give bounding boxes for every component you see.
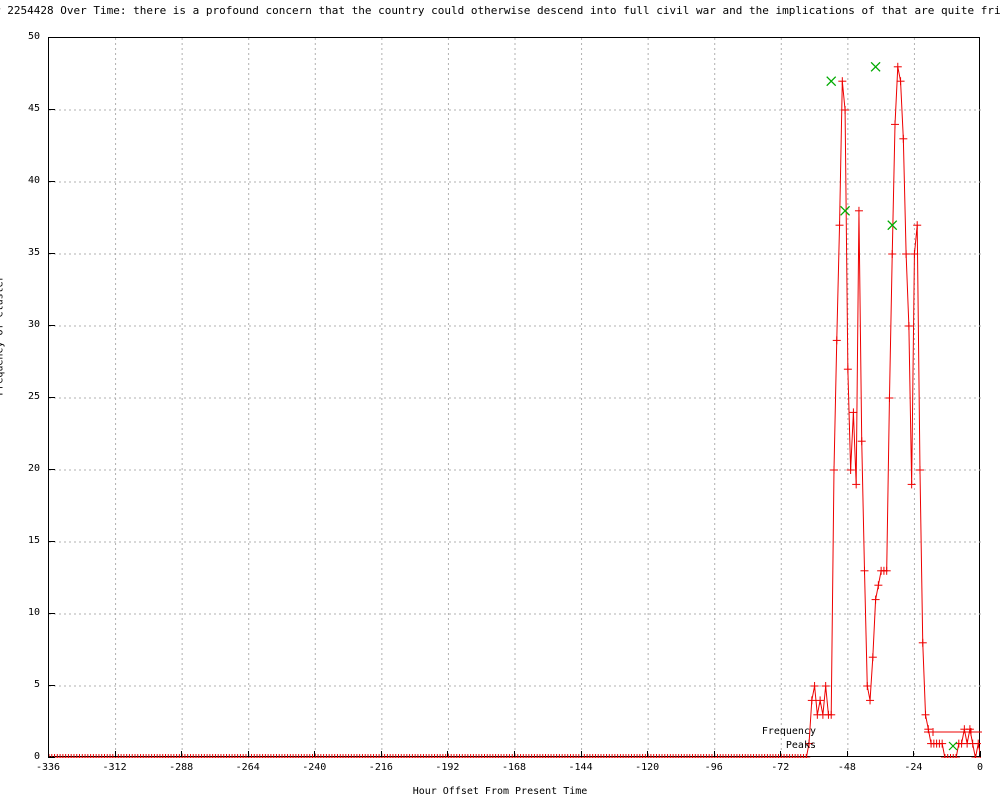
y-tick-label: 5 [33, 679, 40, 690]
frequency-markers [49, 62, 981, 758]
y-tick-mark [48, 541, 55, 542]
y-tick-mark [48, 37, 55, 38]
legend-label-peaks: Peaks [785, 740, 816, 751]
x-tick-mark [514, 751, 515, 757]
x-tick-label: -168 [501, 762, 527, 773]
y-tick-mark [48, 253, 55, 254]
x-tick-mark [780, 751, 782, 757]
x-tick-label: -96 [704, 762, 723, 773]
x-axis-label: Hour Offset From Present Time [412, 786, 588, 797]
y-tick-label: 45 [27, 103, 40, 114]
x-tick-mark [447, 751, 449, 757]
y-tick-label: 15 [27, 535, 40, 546]
y-tick-label: 30 [27, 319, 40, 330]
y-tick-mark [48, 181, 55, 182]
x-tick-label: -312 [102, 762, 127, 773]
x-tick-label: -216 [368, 762, 393, 773]
y-tick-mark [48, 613, 55, 614]
x-tick-label: -24 [904, 762, 923, 773]
x-tick-mark [114, 751, 116, 757]
peak-markers [826, 61, 898, 231]
y-tick-mark [48, 397, 55, 398]
x-tick-label: -336 [35, 762, 61, 773]
y-tick-label: 25 [27, 391, 40, 402]
x-tick-label: -48 [837, 762, 856, 773]
y-axis-label: Frequency of Cluster [0, 275, 6, 396]
y-tick-label: 40 [27, 175, 40, 186]
y-tick-mark [48, 109, 55, 110]
y-tick-label: 10 [27, 607, 40, 618]
y-tick-label: 20 [27, 463, 40, 474]
x-tick-mark [181, 751, 183, 757]
y-tick-label: 0 [33, 751, 40, 762]
x-tick-label: -72 [771, 762, 790, 773]
x-tick-label: -288 [169, 762, 194, 773]
legend-swatch-peaks [924, 740, 982, 752]
legend-label-frequency: Frequency [761, 726, 816, 737]
y-tick-label: 50 [27, 31, 40, 42]
x-tick-label: -192 [435, 762, 460, 773]
x-tick-mark [314, 751, 316, 757]
x-tick-mark [247, 751, 249, 757]
x-tick-mark [580, 751, 582, 757]
y-tick-mark [48, 685, 55, 686]
chart-title: r 2254428 Over Time: there is a profound… [0, 4, 1000, 17]
plot-canvas [49, 38, 981, 758]
x-tick-mark [647, 751, 649, 757]
x-tick-label: -264 [235, 762, 260, 773]
x-tick-label: -240 [302, 762, 327, 773]
plot-area [48, 37, 981, 758]
x-tick-mark [48, 751, 49, 757]
x-tick-label: -144 [568, 762, 593, 773]
y-tick-label: 35 [27, 247, 40, 258]
y-tick-mark [48, 469, 55, 470]
y-tick-mark [48, 757, 55, 758]
x-tick-mark [913, 751, 915, 757]
y-tick-mark [48, 325, 55, 326]
x-tick-mark [980, 751, 981, 757]
x-tick-mark [713, 751, 715, 757]
legend-swatch-frequency [924, 726, 982, 738]
x-tick-mark [380, 751, 382, 757]
x-tick-label: -120 [635, 762, 660, 773]
x-tick-mark [846, 751, 848, 757]
x-tick-label: 0 [976, 762, 984, 773]
